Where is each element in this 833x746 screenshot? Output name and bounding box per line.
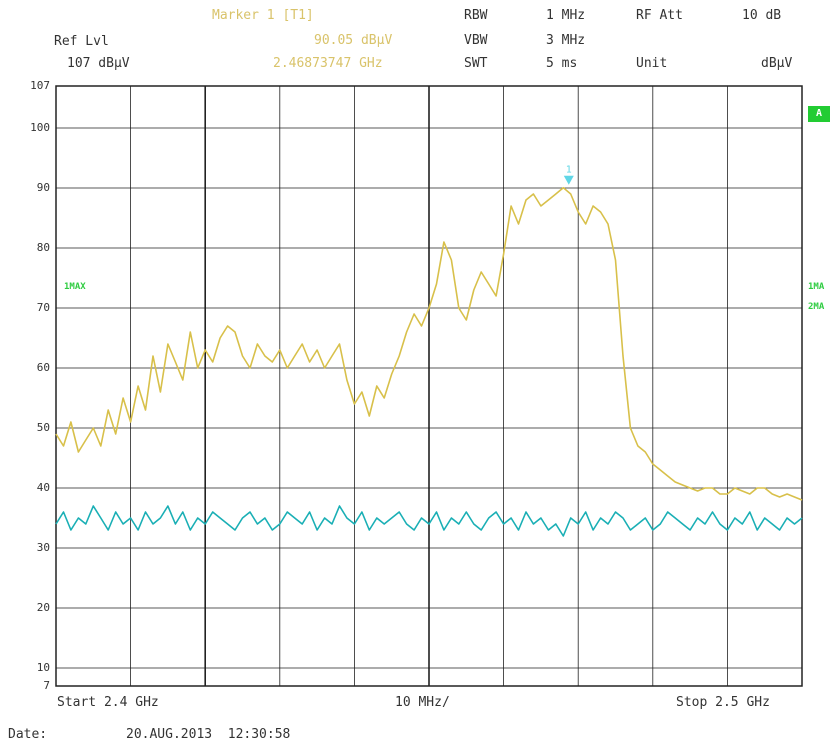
rbw-value: 1 MHz [546,8,586,23]
series-line-1 [55,186,803,501]
vbw-value: 3 MHz [546,33,586,48]
ref-lvl-value: 107 dBµV [67,56,130,71]
y-tick-label: 30 [36,541,50,554]
marker-frequency: 2.46873747 GHz [273,56,383,71]
marker-title: Marker 1 [T1] [212,8,314,23]
ref-lvl-label: Ref Lvl [54,34,109,49]
y-tick-label: 90 [36,181,50,194]
trace2-label-right: 2MA [808,302,825,312]
start-frequency: Start 2.4 GHz [57,695,159,710]
y-tick-label: 100 [30,121,50,134]
rf-att-value: 10 dB [742,8,782,23]
vbw-label: VBW [464,33,488,48]
y-tick-label: 70 [36,301,50,314]
marker-level: 90.05 dBµV [314,33,393,48]
rf-att-label: RF Att [636,8,683,23]
swt-label: SWT [464,56,488,71]
swt-value: 5 ms [546,56,578,71]
stop-frequency: Stop 2.5 GHz [676,695,770,710]
y-tick-label: 50 [36,421,50,434]
marker-1-number: 1 [566,165,572,176]
y-tick-label: 107 [30,79,50,92]
y-tick-label: 7 [43,679,50,692]
y-tick-label: 80 [36,241,50,254]
y-tick-label: 10 [36,661,50,674]
trace-a-badge: A [808,106,830,122]
marker-1-triangle [563,175,574,185]
series-line-2 [55,505,803,537]
date-value: 20.AUG.2013 12:30:58 [126,727,291,742]
date-label: Date: [8,727,48,742]
span-per-division: 10 MHz/ [395,695,450,710]
y-tick-label: 20 [36,601,50,614]
rbw-label: RBW [464,8,488,23]
unit-value: dBµV [761,56,793,71]
y-tick-label: 60 [36,361,50,374]
trace1-label-left: 1MAX [64,282,86,292]
trace1-label-right: 1MA [808,282,825,292]
y-tick-label: 40 [36,481,50,494]
unit-label: Unit [636,56,668,71]
